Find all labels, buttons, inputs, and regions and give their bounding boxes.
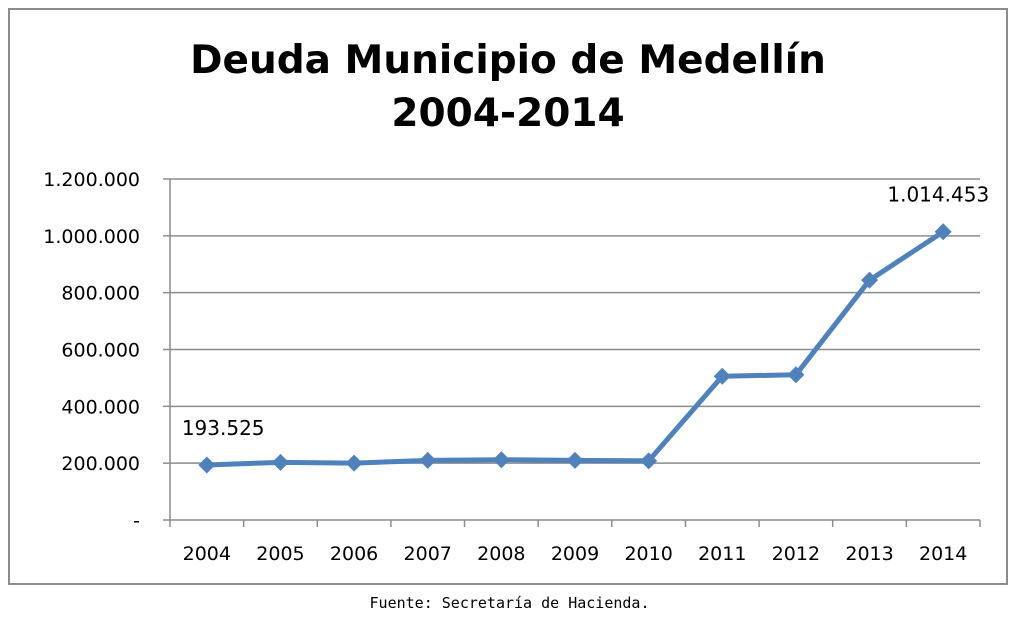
x-tick-label: 2007 [404,543,452,565]
x-tick-label: 2011 [698,543,746,565]
data-point-marker [492,451,510,469]
data-label: 1.014.453 [887,183,989,207]
y-tick-label: 400.000 [61,396,140,418]
x-tick-label: 2014 [919,543,967,565]
data-point-marker [198,456,216,474]
data-point-marker [566,451,584,469]
y-tick-label: 800.000 [61,283,140,305]
x-tick-label: 2004 [183,543,231,565]
axes [163,178,981,527]
source-note: Fuente: Secretaría de Hacienda. [369,594,650,612]
data-point-marker [787,366,805,384]
y-tick-label: 600.000 [61,340,140,362]
x-tick-label: 2008 [477,543,525,565]
data-point-marker [861,271,879,289]
chart-title: Deuda Municipio de Medellín 2004-2014 [0,34,1016,140]
data-point-marker [640,452,658,470]
chart-title-line-1: Deuda Municipio de Medellín [190,38,826,83]
x-tick-label: 2005 [256,543,304,565]
y-tick-label: 1.200.000 [43,169,140,191]
data-point-marker [345,454,363,472]
data-point-marker [934,223,952,241]
x-tick-label: 2006 [330,543,378,565]
x-tick-label: 2012 [772,543,820,565]
chart-title-line-2: 2004-2014 [391,91,625,136]
data-point-marker [271,453,289,471]
y-tick-label: 1.000.000 [43,226,140,248]
data-point-marker [419,451,437,469]
gridlines [170,178,980,464]
x-tick-label: 2009 [551,543,599,565]
y-tick-label: 200.000 [61,453,140,475]
labels: - 200.000 400.000 600.000 800.000 1.000.000 1.… [43,169,989,565]
data-label: 193.525 [182,416,265,440]
x-tick-label: 2010 [624,543,672,565]
y-tick-label: - [133,510,140,532]
x-tick-label: 2013 [845,543,893,565]
chart-frame [8,8,1008,585]
series [198,223,952,474]
series-line [204,229,946,468]
data-point-marker [713,367,731,385]
